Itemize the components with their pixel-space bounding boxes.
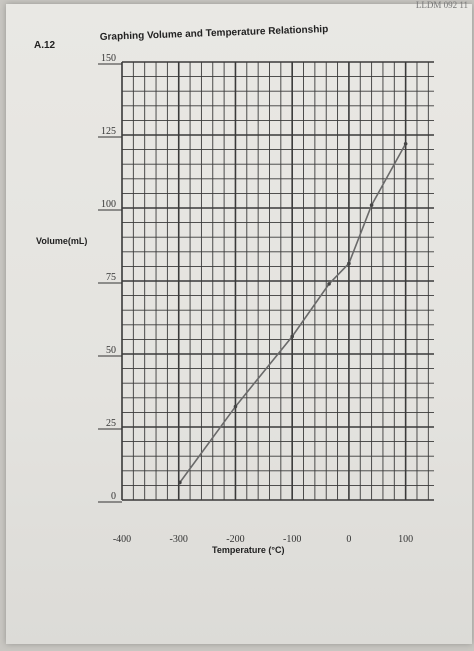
grid xyxy=(121,61,434,501)
data-point xyxy=(403,141,408,146)
y-tick-label: 25 xyxy=(106,418,116,429)
data-point xyxy=(347,261,351,266)
data-line-layer xyxy=(178,141,408,485)
problem-label: A.12 xyxy=(34,40,56,51)
y-tick-label: 50 xyxy=(106,345,116,356)
y-tick-label: 150 xyxy=(101,53,116,64)
data-point xyxy=(233,404,238,409)
corner-text: LLDM 092 11 xyxy=(415,0,468,10)
x-tick-label: -400 xyxy=(113,534,131,545)
data-point xyxy=(327,282,331,286)
y-tick-label: 0 xyxy=(111,491,116,502)
y-axis-label: Volume(mL) xyxy=(36,236,88,246)
y-tick-label: 75 xyxy=(106,272,116,283)
x-tick-label: -300 xyxy=(170,534,188,545)
data-point xyxy=(178,480,182,485)
x-tick-label: 100 xyxy=(398,534,413,545)
y-tick-label: 100 xyxy=(101,199,116,210)
x-tick-label: 0 xyxy=(346,534,351,545)
y-tick-label: 125 xyxy=(101,126,116,137)
x-axis-label: Temperature (°C) xyxy=(212,545,285,555)
data-point xyxy=(290,334,294,339)
x-tick-label: -200 xyxy=(226,534,244,545)
tick-labels: 0 25 50 75 100 125 150 -400 -300 -200 -100 0 100 xyxy=(98,53,413,545)
x-tick-label: -100 xyxy=(283,534,301,545)
data-point xyxy=(369,203,374,207)
